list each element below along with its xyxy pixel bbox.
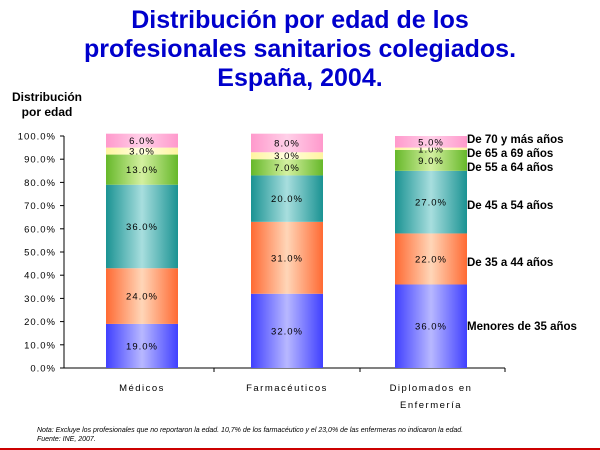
bar-segment bbox=[106, 154, 178, 185]
chart-title-line-2: profesionales sanitarios colegiados. bbox=[83, 35, 517, 63]
y-tick-label: 20.0% bbox=[24, 317, 56, 328]
bar-segment bbox=[106, 323, 178, 368]
data-label: 24.0% bbox=[126, 292, 158, 303]
bar-segment bbox=[106, 268, 178, 324]
data-label: 8.0% bbox=[274, 138, 300, 149]
bar-segment bbox=[106, 133, 178, 148]
chart-footnote: Nota: Excluye los profesionales que no r… bbox=[37, 426, 463, 444]
y-tick-label: 50.0% bbox=[24, 248, 56, 259]
data-label: 5.0% bbox=[418, 137, 444, 148]
data-label: 7.0% bbox=[274, 163, 300, 174]
y-tick-label: 60.0% bbox=[24, 224, 56, 235]
data-label: 19.0% bbox=[126, 341, 158, 352]
footnote-note: Nota: Excluye los profesionales que no r… bbox=[37, 427, 464, 434]
x-tick-label: Enfermería bbox=[400, 400, 462, 411]
data-label: 9.0% bbox=[418, 156, 444, 167]
data-label: 1.0% bbox=[418, 144, 444, 155]
x-tick-label: Farmacéuticos bbox=[246, 383, 328, 394]
y-tick-label: 100.0% bbox=[18, 132, 56, 143]
legend-label: De 35 a 44 años bbox=[467, 257, 553, 269]
bar-segment bbox=[395, 170, 467, 234]
x-tick-label: Diplomados en bbox=[390, 383, 473, 394]
bar-segment bbox=[395, 147, 467, 150]
stacked-bar-chart: 0.0% 10.0% 20.0% 30.0% 40.0% 50.0% 60.0% 70.0% 8… bbox=[18, 132, 577, 412]
data-label: 6.0% bbox=[129, 136, 155, 147]
data-label: 3.0% bbox=[274, 151, 300, 162]
y-axis-label: Distribución por edad bbox=[12, 90, 82, 120]
y-axis-label-line-1: Distribución bbox=[12, 90, 83, 104]
bar-segment bbox=[251, 293, 323, 368]
data-label: 20.0% bbox=[271, 194, 303, 205]
footnote-source: Fuente: INE, 2007. bbox=[37, 436, 96, 443]
legend-label: Menores de 35 años bbox=[467, 321, 577, 333]
bar-segment bbox=[251, 175, 323, 222]
y-tick-label: 30.0% bbox=[24, 294, 56, 305]
y-tick-label: 40.0% bbox=[24, 271, 56, 282]
data-label: 36.0% bbox=[126, 222, 158, 233]
bar-segment bbox=[106, 147, 178, 155]
bar-segment bbox=[251, 159, 323, 176]
chart-title: Distribución por edad de los profesional… bbox=[0, 6, 600, 93]
bar-segment bbox=[395, 284, 467, 368]
y-tick-label: 90.0% bbox=[24, 155, 56, 166]
bar-segment bbox=[251, 133, 323, 153]
data-label: 36.0% bbox=[415, 322, 447, 333]
y-tick-label: 70.0% bbox=[24, 201, 56, 212]
x-tick-label: Médicos bbox=[119, 383, 165, 394]
data-label: 22.0% bbox=[415, 254, 447, 265]
legend-label: De 70 y más años bbox=[467, 134, 564, 146]
data-label: 13.0% bbox=[126, 165, 158, 176]
data-label: 3.0% bbox=[129, 147, 155, 158]
bar-segment bbox=[106, 184, 178, 269]
bar-segment bbox=[251, 152, 323, 160]
data-label: 27.0% bbox=[415, 198, 447, 209]
y-axis-label-line-2: por edad bbox=[21, 105, 73, 119]
data-label: 31.0% bbox=[271, 253, 303, 264]
data-label: 32.0% bbox=[271, 326, 303, 337]
y-tick-label: 10.0% bbox=[24, 340, 56, 351]
legend-label: De 55 a 64 años bbox=[467, 162, 553, 174]
legend-label: De 65 a 69 años bbox=[467, 148, 553, 160]
legend-label: De 45 a 54 años bbox=[467, 200, 553, 212]
chart-title-line-3: España, 2004. bbox=[217, 64, 383, 92]
y-tick-label: 0.0% bbox=[30, 364, 56, 375]
bar-segment bbox=[395, 136, 467, 148]
bar-segment bbox=[395, 149, 467, 171]
chart-title-line-1: Distribución por edad de los bbox=[131, 6, 469, 34]
bar-segment bbox=[395, 233, 467, 285]
y-tick-label: 80.0% bbox=[24, 178, 56, 189]
bar-segment bbox=[251, 221, 323, 294]
